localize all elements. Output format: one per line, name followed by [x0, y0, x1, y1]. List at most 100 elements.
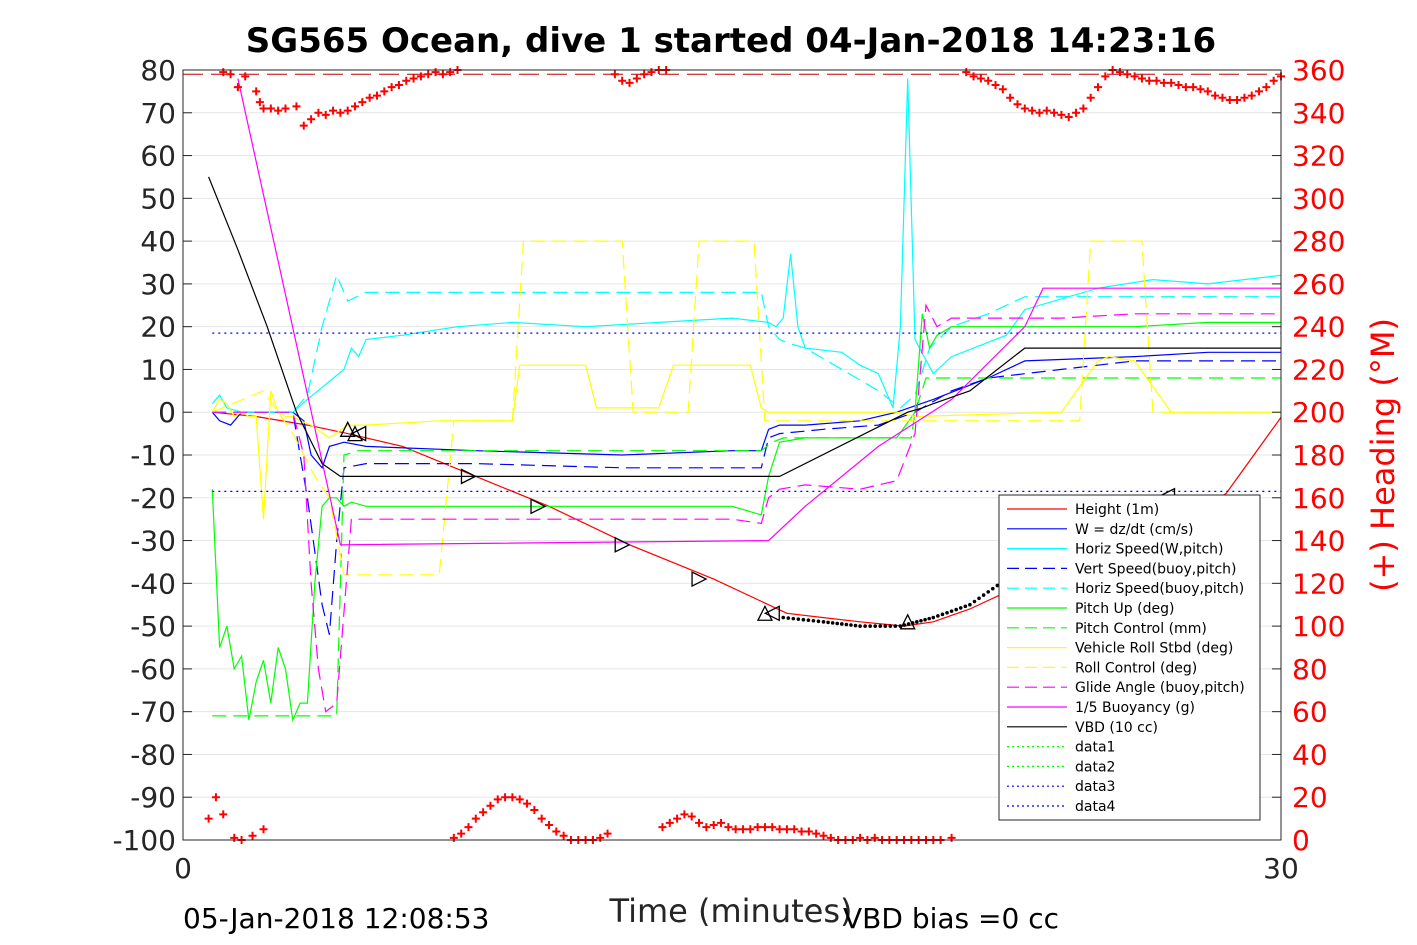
- heading-point: [329, 106, 338, 115]
- y-tick-label: 60: [140, 140, 176, 173]
- legend-label: data4: [1075, 799, 1116, 815]
- profile-dot: [919, 618, 923, 623]
- profile-marker-triangle-right: [614, 536, 631, 553]
- heading-point: [768, 823, 777, 832]
- series-line-horiz-speed-buoy-pitch: [212, 273, 1281, 413]
- heading-point: [233, 83, 242, 92]
- y-tick-label: -30: [130, 525, 176, 558]
- profile-dot: [801, 617, 806, 622]
- y-right-tick-label: 100: [1292, 610, 1345, 643]
- heading-point: [991, 80, 1000, 89]
- profile-markers: [339, 420, 1176, 630]
- heading-point: [870, 833, 879, 842]
- heading-point: [486, 801, 495, 810]
- heading-point: [976, 74, 985, 83]
- heading-point: [292, 102, 301, 111]
- y-right-tick-label: 0: [1292, 824, 1310, 857]
- heading-point: [274, 106, 283, 115]
- heading-point: [479, 808, 488, 817]
- y-tick-label: -20: [130, 482, 176, 515]
- profile-dot: [954, 607, 958, 612]
- heading-point: [508, 793, 517, 802]
- y-right-tick-label: 340: [1292, 97, 1345, 130]
- heading-point: [1167, 78, 1176, 87]
- heading-point: [255, 98, 264, 107]
- y-right-tick-label: 260: [1292, 268, 1345, 301]
- profile-dot: [968, 602, 972, 607]
- heading-point: [230, 833, 239, 842]
- profile-dot: [806, 618, 811, 623]
- profile-dot: [936, 614, 940, 618]
- profile-dot: [990, 586, 995, 591]
- profile-marker-triangle-right: [691, 571, 708, 588]
- profile-marker-triangle-right: [460, 468, 477, 485]
- profile-dot: [878, 624, 883, 628]
- profile-dot: [830, 621, 835, 625]
- profile-dot: [931, 615, 936, 620]
- heading-point: [640, 70, 649, 79]
- legend-label: VBD (10 cc): [1075, 720, 1158, 736]
- heading-point: [409, 74, 418, 83]
- y-right-tick-label: 140: [1292, 525, 1345, 558]
- y-tick-label: -100: [112, 824, 176, 857]
- legend-label: Height (1m): [1075, 502, 1159, 518]
- profile-dot: [791, 616, 796, 621]
- legend-label: Pitch Up (deg): [1075, 601, 1174, 617]
- y-axis-right: 3603403203002802602402202001801601401201…: [1272, 54, 1345, 857]
- heading-point: [307, 115, 316, 124]
- y-right-tick-label: 160: [1292, 482, 1345, 515]
- heading-point: [804, 827, 813, 836]
- heading-point: [259, 825, 268, 834]
- heading-point: [969, 72, 978, 81]
- x-axis: 0 30: [174, 831, 1299, 885]
- y-tick-label: 0: [158, 396, 176, 429]
- heading-point: [665, 818, 674, 827]
- heading-point: [819, 831, 828, 840]
- profile-dot: [821, 620, 826, 624]
- heading-point: [1247, 91, 1256, 100]
- heading-point: [1072, 108, 1081, 117]
- profile-dot: [981, 593, 986, 597]
- heading-point: [321, 110, 330, 119]
- heading-point: [782, 825, 791, 834]
- heading-point: [1137, 74, 1146, 83]
- heading-point: [219, 810, 228, 819]
- profile-dot: [940, 612, 945, 617]
- profile-dot: [863, 624, 867, 628]
- heading-point: [625, 78, 634, 87]
- heading-point: [1218, 93, 1227, 102]
- y-axis-right-label: (+) Heading (°M): [1364, 318, 1402, 592]
- legend-label: Vert Speed(buoy,pitch): [1075, 561, 1237, 577]
- y-tick-label: -60: [130, 653, 176, 686]
- legend-label: data3: [1075, 779, 1115, 795]
- heading-point: [1262, 83, 1271, 92]
- profile-dot: [906, 622, 911, 626]
- profile-dot: [893, 624, 898, 628]
- profile-dot: [844, 622, 849, 627]
- heading-point: [530, 806, 539, 815]
- series-line-roll-control-deg: [212, 240, 1281, 576]
- y-right-tick-label: 180: [1292, 439, 1345, 472]
- heading-point: [1203, 87, 1212, 96]
- heading-point: [1130, 72, 1139, 81]
- heading-point: [709, 821, 718, 830]
- profile-dot: [977, 596, 981, 601]
- heading-point: [424, 70, 433, 79]
- heading-point: [998, 85, 1007, 94]
- legend: Height (1m) W = dz/dt (cm/s) Horiz Speed(W…: [998, 494, 1261, 821]
- heading-point: [387, 83, 396, 92]
- heading-point: [1050, 108, 1059, 117]
- heading-point: [1094, 83, 1102, 92]
- profile-dot: [949, 609, 954, 613]
- heading-point: [1115, 68, 1124, 77]
- heading-points: [205, 66, 1285, 844]
- heading-point: [219, 68, 228, 77]
- heading-point: [947, 833, 956, 842]
- heading-point: [1174, 80, 1183, 89]
- heading-point: [753, 823, 762, 832]
- y-right-tick-label: 20: [1292, 781, 1328, 814]
- heading-point: [266, 104, 275, 113]
- y-right-tick-label: 40: [1292, 738, 1328, 771]
- profile-dot: [816, 619, 821, 624]
- profile-marker-triangle-left: [763, 605, 780, 622]
